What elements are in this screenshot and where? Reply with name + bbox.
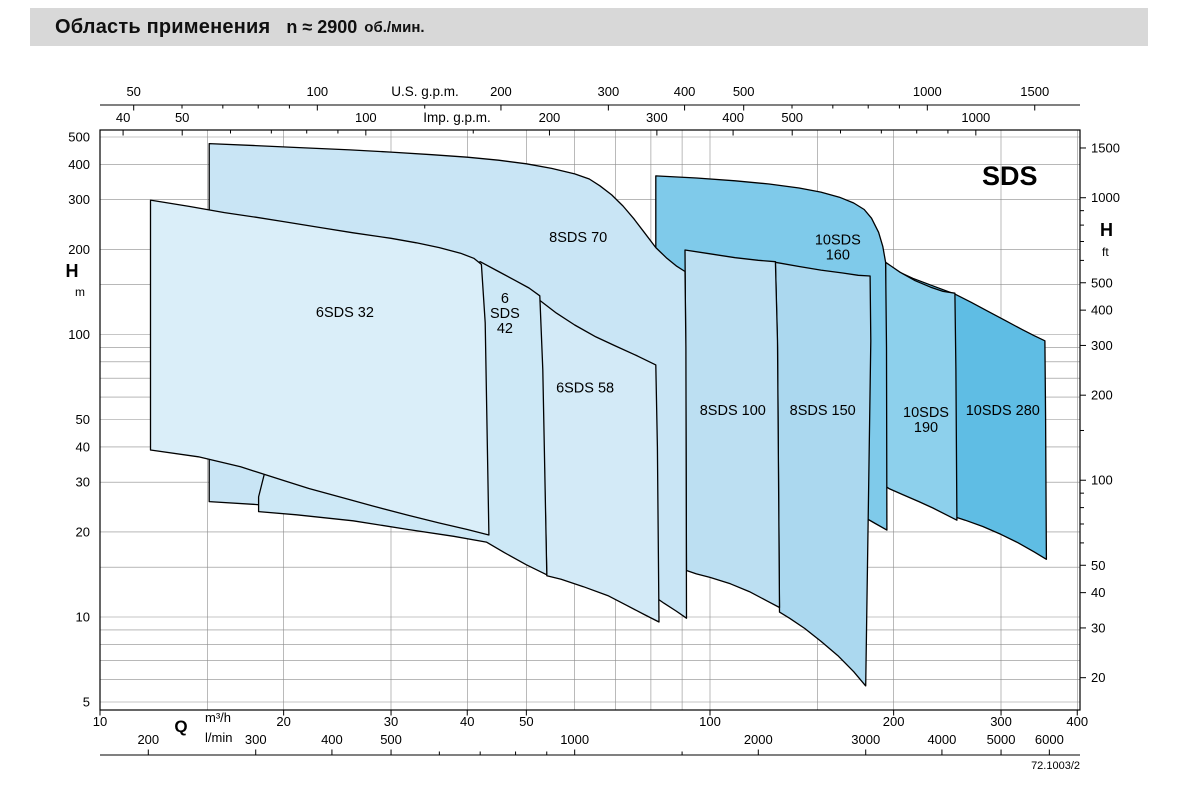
h-ft-tick: 500 [1091, 275, 1113, 290]
us-gpm-tick: 400 [674, 84, 696, 99]
region-label-6sds-32: 6SDS 32 [316, 305, 374, 321]
region-label-10sds-160: 160 [826, 248, 850, 264]
region-label-8sds-70: 8SDS 70 [549, 230, 607, 246]
h-ft-tick: 40 [1091, 585, 1105, 600]
axis-tick-labels: 50 100 200 300 400 500 1000 1500 U.S. g.p.m. 40 50… [66, 84, 1120, 772]
region-label-6sds-42: 42 [497, 321, 513, 337]
q-m3h-tick: 10 [93, 714, 107, 729]
q-m3h-tick: 30 [384, 714, 398, 729]
h-m-tick: 200 [68, 242, 90, 257]
h-m-tick: 20 [76, 524, 90, 539]
us-gpm-tick: 200 [490, 84, 512, 99]
h-ft-tick: 30 [1091, 620, 1105, 635]
header-bar: Область применения n ≈ 2900 об./мин. [30, 8, 1148, 46]
q-lmin-tick: 3000 [851, 732, 880, 747]
imp-gpm-tick: 40 [116, 110, 130, 125]
region-6sds-58 [539, 299, 660, 623]
h-ft-tick: 1000 [1091, 190, 1120, 205]
q-lmin-tick: 2000 [744, 732, 773, 747]
axis-lines [99, 104, 1086, 756]
imp-gpm-tick: 300 [646, 110, 668, 125]
h-ft-tick: 100 [1091, 473, 1113, 488]
h-m-tick: 10 [76, 609, 90, 624]
h-ft-tick: 1500 [1091, 140, 1120, 155]
q-lmin-tick: 6000 [1035, 732, 1064, 747]
us-gpm-tick: 1500 [1020, 84, 1049, 99]
region-label-6sds-42: SDS [490, 306, 520, 322]
q-m3h-tick: 40 [460, 714, 474, 729]
h-ft-tick: 20 [1091, 670, 1105, 685]
q-lmin-tick: 500 [380, 732, 402, 747]
q-lmin-tick: 1000 [560, 732, 589, 747]
q-m3h-tick: 300 [990, 714, 1012, 729]
region-8sds-150 [774, 261, 872, 687]
imp-gpm-tick: 50 [175, 110, 189, 125]
doc-number: 72.1003/2 [1031, 760, 1080, 772]
us-gpm-tick: 100 [306, 84, 328, 99]
q-m3h-tick: 100 [699, 714, 721, 729]
q-m3h-tick: 50 [519, 714, 533, 729]
imp-gpm-tick: 400 [722, 110, 744, 125]
speed-units: об./мин. [364, 18, 425, 36]
speed-value: n ≈ 2900 [286, 16, 358, 37]
q-lmin-tick: 400 [321, 732, 343, 747]
imp-gpm-tick: 500 [781, 110, 803, 125]
us-gpm-tick: 300 [598, 84, 620, 99]
chart-title: SDS [982, 161, 1038, 191]
us-gpm-tick: 1000 [913, 84, 942, 99]
h-m-tick: 50 [76, 412, 90, 427]
region-8sds-100 [684, 249, 781, 609]
region-label-6sds-58: 6SDS 58 [556, 380, 614, 396]
imp-gpm-axis-title: Imp. g.p.m. [423, 110, 491, 125]
region-label-10sds-280: 10SDS 280 [966, 403, 1040, 419]
q-m3h-tick: 200 [883, 714, 905, 729]
q-lmin-axis-unit: l/min [205, 730, 232, 745]
pump-regions [149, 142, 1048, 687]
h-ft-tick: 400 [1091, 303, 1113, 318]
page-title: Область применения [55, 15, 271, 38]
h-m-tick: 30 [76, 475, 90, 490]
imp-gpm-tick: 1000 [961, 110, 990, 125]
us-gpm-tick: 500 [733, 84, 755, 99]
region-6sds-32 [149, 199, 490, 536]
h-ft-tick: 50 [1091, 558, 1105, 573]
h-m-tick: 100 [68, 327, 90, 342]
region-label-10sds-190: 190 [914, 420, 938, 436]
plot-frame [99, 129, 1081, 711]
q-lmin-tick: 200 [137, 732, 159, 747]
h-m-tick: 40 [76, 439, 90, 454]
imp-gpm-tick: 100 [355, 110, 377, 125]
h-m-tick: 500 [68, 130, 90, 145]
h-ft-tick: 200 [1091, 388, 1113, 403]
q-axis-title: Q [174, 717, 187, 736]
h-ft-tick: 300 [1091, 338, 1113, 353]
q-lmin-tick: 4000 [927, 732, 956, 747]
h-m-tick: 5 [83, 695, 90, 710]
h-m-axis-unit: m [75, 285, 85, 299]
region-label-10sds-160: 10SDS [815, 233, 861, 249]
q-lmin-tick: 300 [245, 732, 267, 747]
region-10sds-190 [884, 261, 958, 521]
region-label-8sds-150: 8SDS 150 [790, 403, 856, 419]
h-m-tick: 300 [68, 192, 90, 207]
h-ft-axis-unit: ft [1102, 245, 1109, 259]
h-m-tick: 400 [68, 157, 90, 172]
us-gpm-axis-title: U.S. g.p.m. [391, 84, 459, 99]
q-lmin-tick: 5000 [987, 732, 1016, 747]
q-m3h-axis-unit: m³/h [205, 710, 231, 725]
region-label-10sds-190: 10SDS [903, 405, 949, 421]
us-gpm-tick: 50 [126, 84, 140, 99]
q-m3h-tick: 20 [276, 714, 290, 729]
q-m3h-tick: 400 [1066, 714, 1088, 729]
h-m-axis-title: H [66, 261, 79, 281]
region-label-8sds-100: 8SDS 100 [700, 403, 766, 419]
imp-gpm-tick: 200 [539, 110, 561, 125]
region-label-6sds-42: 6 [501, 291, 509, 307]
h-ft-axis-title: H [1100, 220, 1113, 240]
